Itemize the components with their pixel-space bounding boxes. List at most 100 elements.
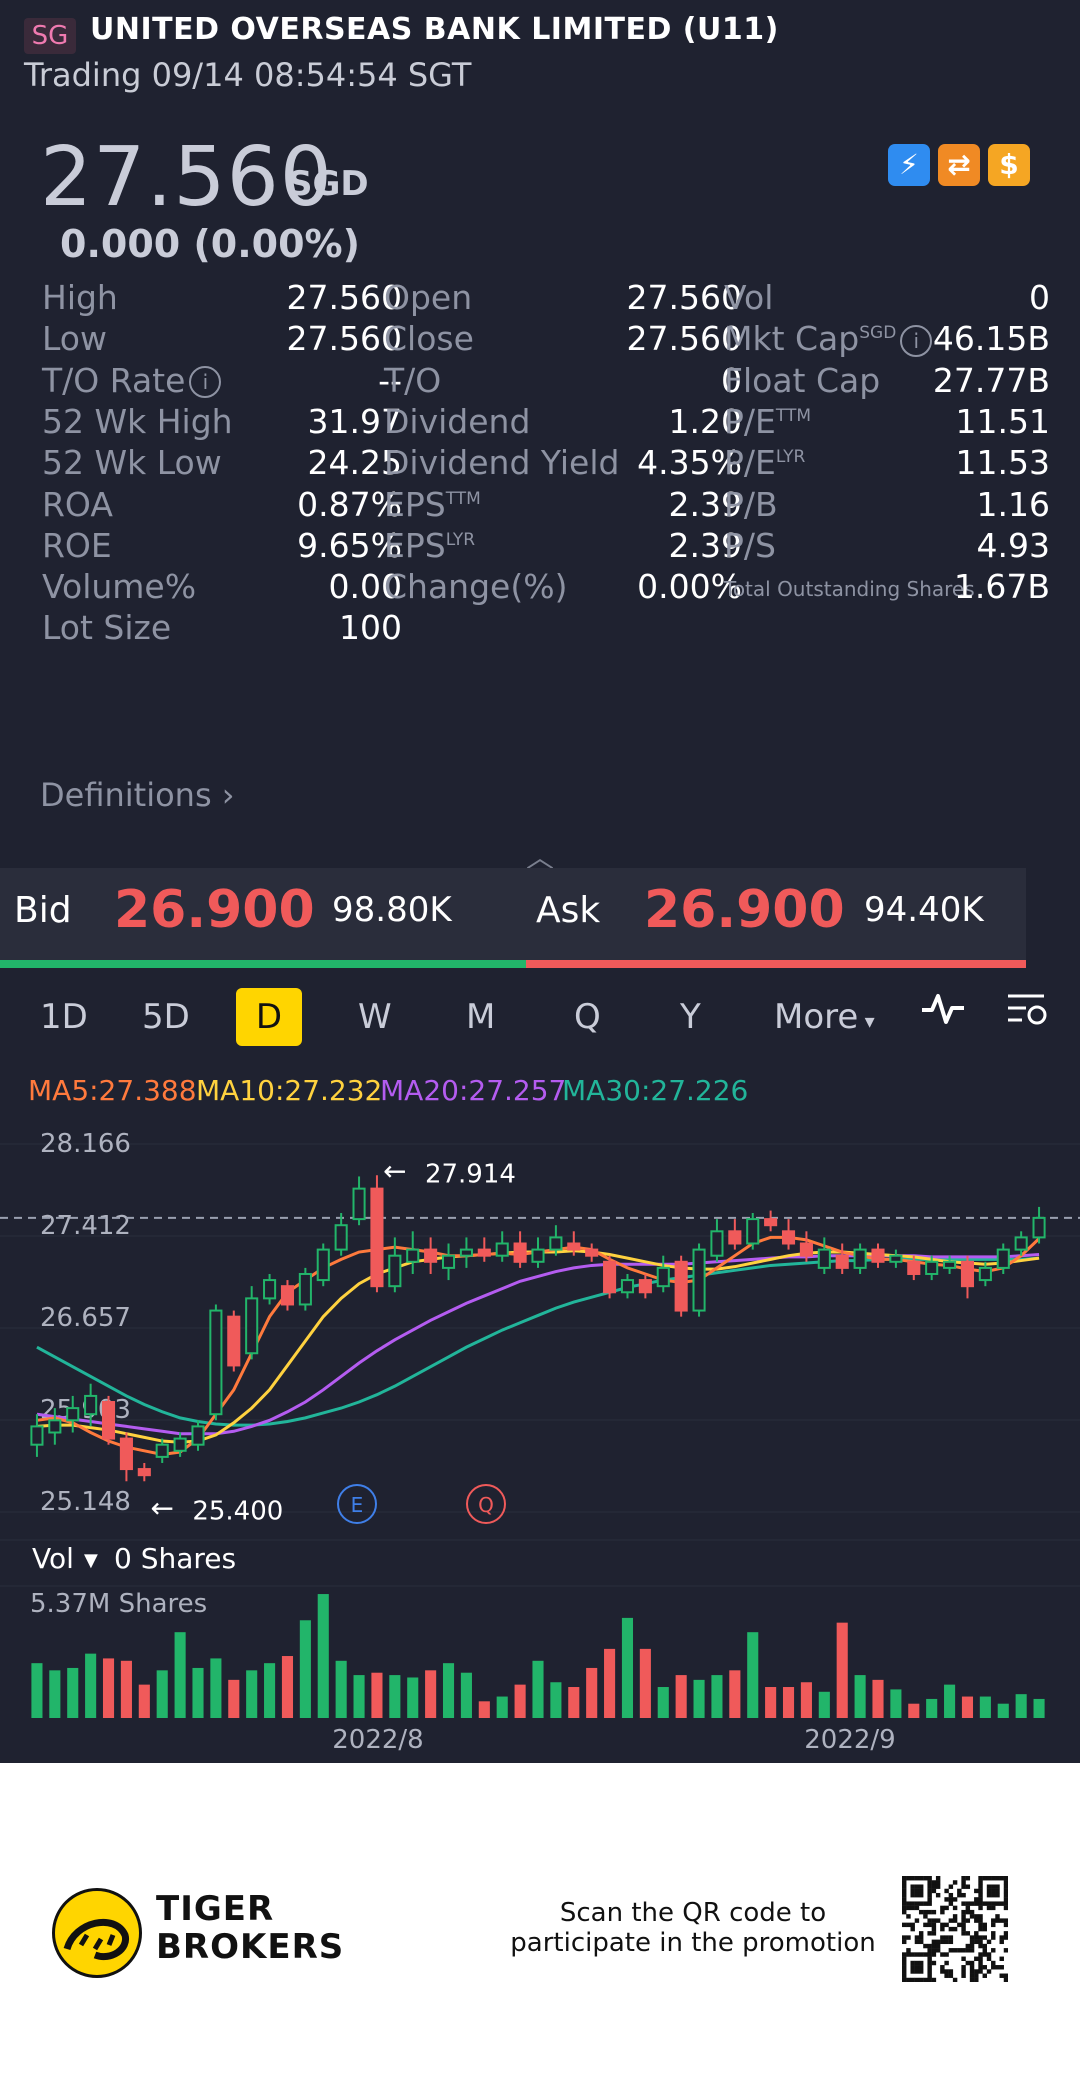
qr-module bbox=[961, 1931, 966, 1936]
stat-value: 4.93 bbox=[976, 525, 1050, 565]
candle bbox=[173, 1437, 187, 1452]
info-icon[interactable]: i bbox=[189, 366, 222, 399]
chart-settings-icon[interactable] bbox=[1002, 988, 1052, 1046]
candle bbox=[370, 1187, 384, 1288]
candle bbox=[263, 1279, 277, 1300]
stat-superscript: LYR bbox=[445, 529, 476, 550]
qr-module bbox=[974, 1977, 979, 1982]
stat-value-cell: 11.53 bbox=[956, 443, 1050, 482]
qr-module bbox=[927, 1977, 932, 1982]
qr-module bbox=[965, 1884, 971, 1889]
qr-module bbox=[969, 1965, 975, 1970]
candlestick-chart[interactable]: 28.16627.41226.65725.90325.148←27.914←25… bbox=[0, 1112, 1080, 1752]
tab-y[interactable]: Y bbox=[680, 997, 701, 1037]
stat-value: 46.15B bbox=[932, 319, 1050, 359]
x-axis-label: 2022/9 bbox=[804, 1725, 895, 1752]
candle bbox=[549, 1236, 563, 1251]
stat-value-cell: 100 bbox=[339, 608, 402, 647]
y-tick-label: 27.412 bbox=[40, 1211, 131, 1241]
stats-row: 52 Wk High 31.97 Dividend 1.20 P/ETTM 11.51 bbox=[40, 402, 1050, 452]
tab-w[interactable]: W bbox=[358, 997, 392, 1037]
qr-module bbox=[935, 1892, 941, 1898]
indicator-icon[interactable] bbox=[918, 988, 968, 1046]
qr-module bbox=[961, 1973, 966, 1978]
stat-label: P/E bbox=[724, 443, 776, 483]
qr-module bbox=[974, 1901, 979, 1906]
qr-module bbox=[986, 1876, 992, 1881]
lightning-level1-icon[interactable]: ⚡ bbox=[888, 144, 930, 186]
qr-module bbox=[914, 1884, 920, 1889]
qr-module bbox=[1003, 1876, 1008, 1881]
qr-module bbox=[931, 1948, 937, 1953]
candle bbox=[406, 1248, 420, 1263]
stat-value-cell: 31.97 bbox=[308, 402, 402, 441]
qr-module bbox=[982, 1943, 987, 1949]
feature-badges: ⚡ ⇄ $ bbox=[888, 144, 1030, 186]
qr-module bbox=[940, 1909, 945, 1915]
volume-bar bbox=[997, 1703, 1009, 1718]
qr-module bbox=[935, 1876, 941, 1881]
qr-module bbox=[910, 1977, 915, 1982]
stat-value: 1.67B bbox=[953, 567, 1050, 607]
promo-line2: participate in the promotion bbox=[510, 1928, 876, 1958]
qr-module bbox=[944, 1935, 949, 1940]
qr-module bbox=[1003, 1948, 1008, 1953]
ma30-line bbox=[36, 1256, 1040, 1427]
qr-module bbox=[961, 1969, 966, 1974]
volume-max-label: 5.37M Shares bbox=[30, 1589, 207, 1619]
qr-module bbox=[974, 1935, 979, 1940]
stat-label: Close bbox=[384, 319, 474, 359]
candle bbox=[889, 1254, 903, 1263]
candle bbox=[764, 1218, 778, 1227]
stat-label: P/S bbox=[724, 525, 776, 565]
volume-bar bbox=[246, 1670, 258, 1718]
qr-module bbox=[969, 1909, 975, 1915]
qr-module bbox=[961, 1880, 966, 1885]
qr-module bbox=[982, 1973, 987, 1978]
volume-bar bbox=[1015, 1694, 1027, 1718]
qr-module bbox=[931, 1922, 937, 1928]
stat-value-cell: 27.77B bbox=[933, 361, 1050, 400]
candle bbox=[441, 1254, 456, 1269]
dollar-icon[interactable]: $ bbox=[988, 144, 1030, 186]
qr-module bbox=[914, 1952, 920, 1957]
stat-label: Open bbox=[384, 278, 473, 317]
qr-module bbox=[918, 1888, 924, 1894]
qr-module bbox=[935, 1880, 941, 1885]
qr-module bbox=[982, 1901, 987, 1906]
info-icon[interactable]: i bbox=[900, 324, 933, 357]
volume-bar bbox=[961, 1696, 974, 1718]
stats-row: ROA 0.87% EPSTTM 2.39 P/B 1.16 bbox=[40, 485, 1050, 535]
tab-d[interactable]: D bbox=[236, 988, 302, 1046]
qr-module bbox=[923, 1922, 928, 1928]
candle bbox=[352, 1187, 366, 1221]
tab-5d[interactable]: 5D bbox=[142, 997, 190, 1037]
qr-module bbox=[918, 1901, 924, 1906]
volume-bar bbox=[442, 1663, 455, 1718]
definitions-link[interactable]: Definitions › bbox=[40, 776, 235, 814]
qr-module bbox=[995, 1965, 1000, 1970]
qr-module bbox=[961, 1914, 966, 1919]
qr-module bbox=[991, 1876, 996, 1881]
qr-module bbox=[948, 1892, 954, 1898]
stat-value: 27.560 bbox=[626, 319, 742, 359]
qr-module bbox=[974, 1973, 979, 1978]
tab-q[interactable]: Q bbox=[574, 997, 601, 1037]
qr-module bbox=[986, 1939, 992, 1945]
qr-module bbox=[906, 1905, 911, 1911]
qr-module bbox=[1003, 1880, 1008, 1885]
stat-value-cell: 4.35% bbox=[637, 443, 742, 482]
tab-m[interactable]: M bbox=[466, 997, 496, 1037]
stat-label-cell: P/ELYR bbox=[724, 443, 805, 482]
orange-swap-icon[interactable]: ⇄ bbox=[938, 144, 980, 186]
candle bbox=[477, 1248, 491, 1257]
qr-module bbox=[978, 1922, 983, 1928]
qr-module bbox=[995, 1914, 1000, 1919]
volume-bar bbox=[335, 1660, 347, 1718]
tab-1d[interactable]: 1D bbox=[40, 997, 88, 1037]
qr-module bbox=[940, 1935, 945, 1940]
qr-module bbox=[918, 1952, 924, 1957]
volume-bar bbox=[550, 1682, 562, 1718]
tab-more[interactable]: More ▾ bbox=[774, 988, 875, 1046]
stat-label: Float Cap bbox=[724, 360, 881, 400]
